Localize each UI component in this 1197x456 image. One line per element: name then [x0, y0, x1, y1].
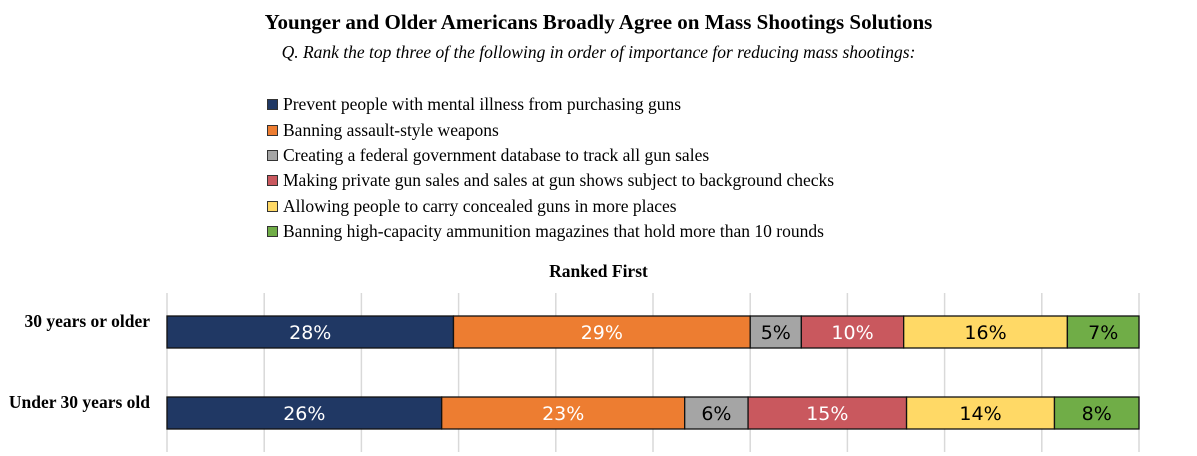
bar-segment: [1066, 315, 1140, 349]
bar-segment: [452, 315, 751, 349]
data-label: 14%: [959, 403, 1001, 425]
legend-item: Banning high-capacity ammunition magazin…: [267, 219, 834, 244]
legend-item: Creating a federal government database t…: [267, 143, 834, 168]
bar-segment: [749, 315, 803, 349]
legend-swatch: [267, 175, 278, 187]
bar-segment: [903, 315, 1069, 349]
data-label: 5%: [761, 322, 791, 344]
data-label: 10%: [831, 322, 873, 344]
legend-item: Banning assault-style weapons: [267, 117, 834, 142]
legend-label: Prevent people with mental illness from …: [283, 94, 682, 115]
data-label: 15%: [806, 403, 848, 425]
legend-label: Making private gun sales and sales at gu…: [283, 170, 835, 191]
bar-segment: [1053, 396, 1140, 430]
bar-segment: [166, 315, 455, 349]
chart-title: Younger and Older Americans Broadly Agre…: [264, 10, 933, 34]
category-label: Under 30 years old: [8, 392, 150, 412]
legend-label: Banning high-capacity ammunition magazin…: [283, 221, 824, 242]
legend-label: Allowing people to carry concealed guns …: [283, 195, 677, 216]
legend-swatch: [267, 99, 278, 111]
legend-swatch: [267, 124, 278, 136]
data-label: 6%: [701, 403, 731, 425]
data-label: 16%: [964, 322, 1006, 344]
data-label: 26%: [283, 403, 325, 425]
bar-segment: [800, 315, 905, 349]
data-label: 7%: [1088, 322, 1118, 344]
legend-item: Making private gun sales and sales at gu…: [267, 168, 834, 193]
chart-subtitle: Q. Rank the top three of the following i…: [281, 42, 916, 62]
bar-segment: [747, 396, 908, 430]
data-label: 28%: [289, 322, 331, 344]
legend-item: Prevent people with mental illness from …: [267, 92, 834, 117]
panel-title: Ranked First: [549, 261, 648, 281]
legend-label: Creating a federal government database t…: [283, 144, 710, 165]
legend-swatch: [267, 200, 278, 212]
bar-segment: [684, 396, 749, 430]
data-label: 23%: [542, 403, 584, 425]
data-label: 8%: [1082, 403, 1112, 425]
category-label: 30 years or older: [24, 311, 150, 331]
legend-swatch: [267, 226, 278, 238]
data-label: 29%: [581, 322, 623, 344]
legend: Prevent people with mental illness from …: [267, 92, 834, 244]
legend-label: Banning assault-style weapons: [283, 119, 499, 140]
legend-item: Allowing people to carry concealed guns …: [267, 194, 834, 219]
legend-swatch: [267, 149, 278, 161]
